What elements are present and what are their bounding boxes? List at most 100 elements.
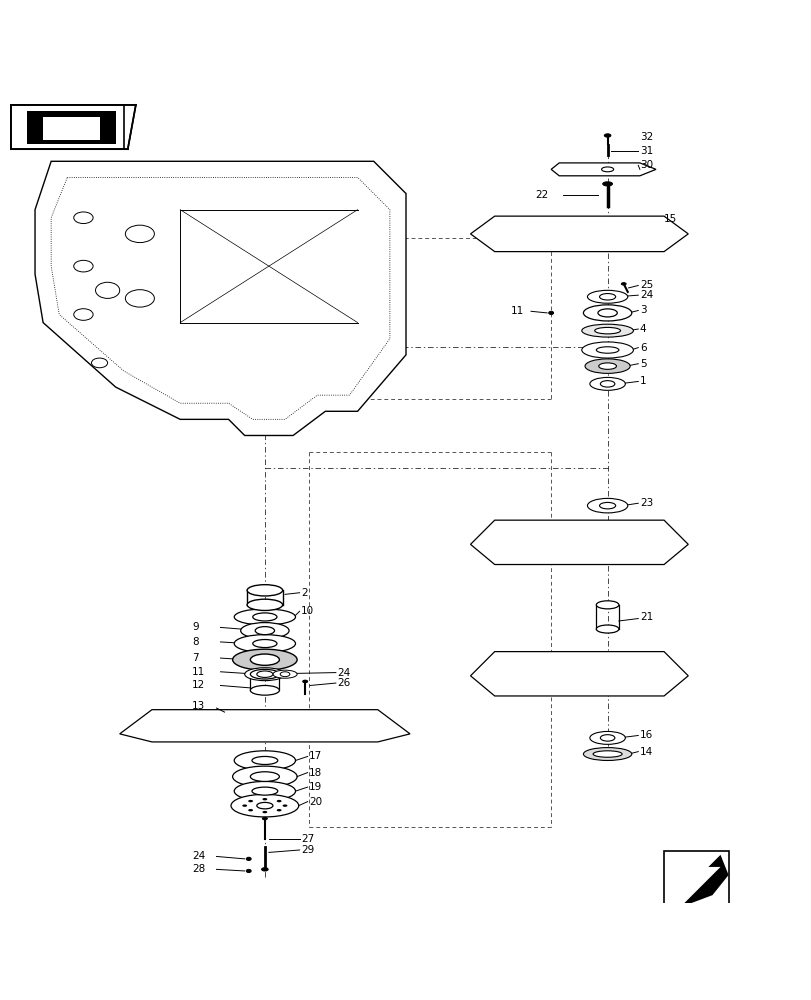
Text: 6: 6 xyxy=(639,343,646,353)
Text: 26: 26 xyxy=(337,678,350,688)
Ellipse shape xyxy=(548,311,553,315)
Ellipse shape xyxy=(620,283,625,285)
Ellipse shape xyxy=(599,735,614,741)
Ellipse shape xyxy=(234,781,295,801)
Ellipse shape xyxy=(244,719,285,732)
Ellipse shape xyxy=(96,282,119,298)
FancyBboxPatch shape xyxy=(663,851,728,923)
Text: 22: 22 xyxy=(534,190,547,200)
Ellipse shape xyxy=(595,347,618,353)
Ellipse shape xyxy=(590,227,623,240)
Text: 27: 27 xyxy=(301,834,314,844)
Ellipse shape xyxy=(599,502,615,509)
Text: 23: 23 xyxy=(639,498,652,508)
Text: 24: 24 xyxy=(337,668,350,678)
Ellipse shape xyxy=(581,324,633,337)
Ellipse shape xyxy=(252,613,277,621)
Text: 32: 32 xyxy=(639,132,652,142)
Ellipse shape xyxy=(303,680,307,683)
Ellipse shape xyxy=(234,751,295,770)
Ellipse shape xyxy=(595,625,618,633)
Text: 4: 4 xyxy=(639,324,646,334)
Ellipse shape xyxy=(250,772,279,781)
Polygon shape xyxy=(551,163,655,176)
Ellipse shape xyxy=(256,671,272,677)
Ellipse shape xyxy=(282,804,287,807)
Ellipse shape xyxy=(280,672,290,677)
Ellipse shape xyxy=(590,669,623,682)
Ellipse shape xyxy=(74,309,93,320)
Ellipse shape xyxy=(242,804,247,807)
Polygon shape xyxy=(11,105,135,149)
Ellipse shape xyxy=(125,225,154,243)
Text: 8: 8 xyxy=(192,637,199,647)
Ellipse shape xyxy=(277,809,281,811)
Ellipse shape xyxy=(244,668,285,681)
Ellipse shape xyxy=(584,359,629,373)
Text: 14: 14 xyxy=(639,747,652,757)
Text: 3: 3 xyxy=(639,305,646,315)
Polygon shape xyxy=(470,520,688,565)
Text: 9: 9 xyxy=(192,622,199,632)
Text: 5: 5 xyxy=(639,359,646,369)
Ellipse shape xyxy=(262,811,267,813)
Polygon shape xyxy=(470,652,688,696)
Ellipse shape xyxy=(234,635,295,652)
Text: 11: 11 xyxy=(192,667,205,677)
Ellipse shape xyxy=(582,305,631,321)
Ellipse shape xyxy=(586,498,627,513)
Ellipse shape xyxy=(589,731,624,744)
FancyBboxPatch shape xyxy=(11,105,123,149)
Ellipse shape xyxy=(603,134,610,137)
Ellipse shape xyxy=(262,798,267,800)
Text: 15: 15 xyxy=(663,214,676,224)
Text: 16: 16 xyxy=(639,730,652,740)
Ellipse shape xyxy=(240,623,289,639)
Ellipse shape xyxy=(272,670,297,678)
Text: 28: 28 xyxy=(192,864,205,874)
Ellipse shape xyxy=(277,800,281,802)
Ellipse shape xyxy=(251,787,277,795)
Ellipse shape xyxy=(230,794,298,817)
Ellipse shape xyxy=(246,869,251,873)
Ellipse shape xyxy=(74,212,93,224)
FancyBboxPatch shape xyxy=(27,111,115,144)
Text: 1: 1 xyxy=(639,376,646,386)
Ellipse shape xyxy=(598,363,616,369)
Ellipse shape xyxy=(592,751,621,757)
Text: 11: 11 xyxy=(510,306,523,316)
Polygon shape xyxy=(35,161,406,435)
Polygon shape xyxy=(470,216,688,252)
Ellipse shape xyxy=(602,182,611,186)
Ellipse shape xyxy=(582,748,631,760)
Ellipse shape xyxy=(601,167,613,172)
Ellipse shape xyxy=(234,609,295,625)
Ellipse shape xyxy=(125,290,154,307)
Ellipse shape xyxy=(589,377,624,390)
Ellipse shape xyxy=(232,649,297,670)
Text: 21: 21 xyxy=(639,612,652,622)
Text: 29: 29 xyxy=(301,845,314,855)
Ellipse shape xyxy=(594,327,620,334)
Ellipse shape xyxy=(597,309,616,317)
Ellipse shape xyxy=(586,290,627,303)
Ellipse shape xyxy=(255,627,274,635)
Text: 24: 24 xyxy=(639,290,652,300)
Ellipse shape xyxy=(581,342,633,358)
Text: 7: 7 xyxy=(192,653,199,663)
Ellipse shape xyxy=(252,640,277,648)
Ellipse shape xyxy=(599,294,615,300)
Text: 20: 20 xyxy=(309,797,322,807)
Ellipse shape xyxy=(92,358,108,368)
Ellipse shape xyxy=(256,802,272,809)
Text: 12: 12 xyxy=(192,680,205,690)
Polygon shape xyxy=(119,710,410,742)
Ellipse shape xyxy=(246,857,251,860)
Ellipse shape xyxy=(248,809,253,811)
Ellipse shape xyxy=(599,381,614,387)
Ellipse shape xyxy=(251,756,277,765)
Ellipse shape xyxy=(250,669,279,679)
Ellipse shape xyxy=(74,260,93,272)
Ellipse shape xyxy=(51,123,84,139)
Ellipse shape xyxy=(247,585,282,596)
